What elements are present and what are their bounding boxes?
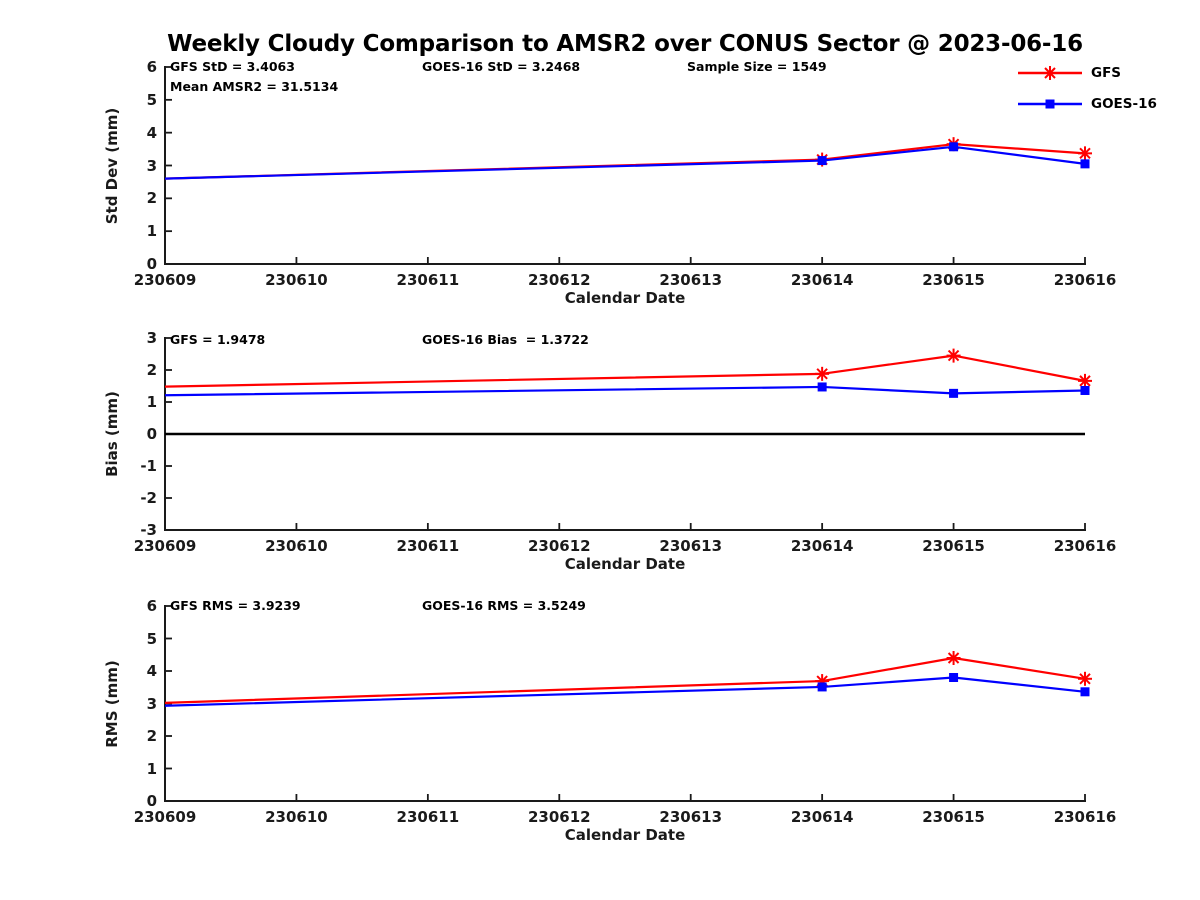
x-tick-label: 230613 bbox=[659, 271, 723, 289]
marker-gfs-230616 bbox=[1078, 373, 1092, 388]
y-tick-label: -1 bbox=[140, 457, 157, 475]
x-tick-label: 230612 bbox=[527, 271, 591, 289]
y-tick-label: 5 bbox=[146, 90, 157, 109]
y-tick-label: 4 bbox=[146, 662, 157, 680]
y-tick-label: 3 bbox=[146, 329, 157, 347]
marker-gfs-230616 bbox=[1078, 146, 1092, 161]
x-tick-label: 230615 bbox=[922, 537, 985, 555]
x-tick-label: 230616 bbox=[1053, 808, 1117, 826]
y-tick-label: 0 bbox=[146, 792, 157, 810]
y-tick-label: 1 bbox=[146, 393, 157, 411]
y-tick-label: 1 bbox=[146, 222, 157, 241]
annotation-rms-0: GFS RMS = 3.9239 bbox=[170, 598, 301, 613]
x-tick-label: 230610 bbox=[265, 271, 328, 289]
x-tick-label: 230610 bbox=[265, 537, 328, 555]
marker-gfs-230615 bbox=[946, 651, 961, 665]
series-line-gfs bbox=[164, 656, 1086, 704]
marker-goes-16-230616 bbox=[1080, 385, 1090, 395]
y-tick-label: 2 bbox=[146, 189, 157, 208]
marker-gfs-230616 bbox=[1078, 671, 1092, 686]
subplot-std-dev bbox=[164, 66, 1092, 265]
annotation-std-dev-1: Mean AMSR2 = 31.5134 bbox=[170, 79, 339, 94]
x-axis-label-std-dev: Calendar Date bbox=[564, 289, 686, 307]
x-tick-label: 230611 bbox=[396, 808, 460, 826]
series-line-gfs bbox=[164, 354, 1086, 388]
legend-item-gfs: GFS bbox=[1016, 60, 1157, 86]
y-tick-label: -3 bbox=[140, 521, 157, 539]
y-tick-label: 6 bbox=[146, 597, 157, 615]
legend-label-goes16: GOES-16 bbox=[1091, 96, 1157, 112]
annotation-bias-1: GOES-16 Bias = 1.3722 bbox=[422, 332, 589, 347]
marker-goes-16-230614 bbox=[817, 382, 827, 392]
gfs-line-marker-swatch bbox=[1018, 66, 1082, 80]
series-line-goes-16 bbox=[164, 676, 1086, 707]
marker-goes-16-230614 bbox=[817, 156, 827, 166]
x-tick-label: 230616 bbox=[1053, 537, 1117, 555]
subplot-rms bbox=[164, 605, 1092, 802]
y-tick-label: 3 bbox=[146, 694, 157, 713]
series-line-goes-16 bbox=[164, 145, 1086, 180]
annotation-rms-1: GOES-16 RMS = 3.5249 bbox=[422, 598, 586, 613]
x-tick-label: 230615 bbox=[922, 271, 985, 289]
y-tick-label: 3 bbox=[146, 156, 157, 175]
y-tick-label: 4 bbox=[146, 123, 157, 142]
x-tick-label: 230614 bbox=[790, 808, 854, 826]
marker-goes-16-230616 bbox=[1080, 159, 1090, 169]
marker-goes-16-230614 bbox=[817, 682, 827, 692]
annotation-bias-0: GFS = 1.9478 bbox=[170, 332, 266, 347]
subplot-bias bbox=[164, 337, 1092, 531]
marker-goes-16-230615 bbox=[949, 673, 959, 682]
x-tick-label: 230609 bbox=[133, 271, 197, 289]
legend-marker-0 bbox=[1043, 66, 1057, 80]
y-tick-label: 0 bbox=[146, 255, 157, 273]
y-tick-label: 2 bbox=[146, 361, 157, 379]
x-tick-label: 230612 bbox=[527, 808, 591, 826]
x-tick-label: 230615 bbox=[922, 808, 985, 826]
y-axis-label-rms: RMS (mm) bbox=[103, 659, 121, 748]
y-axis-label-std-dev: Std Dev (mm) bbox=[103, 107, 121, 224]
annotation-std-dev-2: GOES-16 StD = 3.2468 bbox=[422, 59, 581, 74]
marker-gfs-230614 bbox=[815, 366, 830, 381]
legend-label-gfs: GFS bbox=[1091, 65, 1122, 81]
x-tick-label: 230610 bbox=[265, 808, 328, 826]
y-tick-label: 1 bbox=[146, 759, 157, 778]
x-tick-label: 230614 bbox=[790, 537, 854, 555]
x-tick-label: 230616 bbox=[1053, 271, 1117, 289]
x-tick-label: 230609 bbox=[133, 808, 197, 826]
marker-goes-16-230616 bbox=[1080, 687, 1090, 697]
legend-marker-1 bbox=[1045, 99, 1055, 109]
x-tick-label: 230609 bbox=[133, 537, 197, 555]
marker-goes-16-230615 bbox=[949, 142, 959, 152]
y-tick-label: -2 bbox=[140, 489, 157, 507]
y-axis-label-bias: Bias (mm) bbox=[103, 391, 121, 477]
x-tick-label: 230611 bbox=[396, 271, 460, 289]
x-tick-label: 230612 bbox=[527, 537, 591, 555]
marker-goes-16-230615 bbox=[949, 388, 959, 398]
legend: GFS GOES-16 bbox=[1016, 60, 1157, 122]
y-tick-label: 5 bbox=[146, 629, 157, 648]
figure-title: Weekly Cloudy Comparison to AMSR2 over C… bbox=[167, 31, 1083, 57]
x-tick-label: 230614 bbox=[790, 271, 854, 289]
x-tick-label: 230613 bbox=[659, 808, 723, 826]
x-tick-label: 230613 bbox=[659, 537, 723, 555]
annotation-std-dev-0: GFS StD = 3.4063 bbox=[170, 59, 295, 74]
x-axis-label-rms: Calendar Date bbox=[564, 826, 686, 844]
marker-gfs-230615 bbox=[946, 348, 961, 363]
series-line-goes-16 bbox=[164, 385, 1086, 397]
x-axis-label-bias: Calendar Date bbox=[564, 555, 686, 573]
x-tick-label: 230611 bbox=[396, 537, 460, 555]
annotation-std-dev-3: Sample Size = 1549 bbox=[687, 59, 827, 74]
y-tick-label: 2 bbox=[146, 727, 157, 745]
goes16-line-marker-swatch bbox=[1018, 99, 1082, 109]
legend-item-goes16: GOES-16 bbox=[1016, 91, 1157, 117]
y-tick-label: 0 bbox=[146, 425, 157, 443]
y-tick-label: 6 bbox=[146, 58, 157, 76]
